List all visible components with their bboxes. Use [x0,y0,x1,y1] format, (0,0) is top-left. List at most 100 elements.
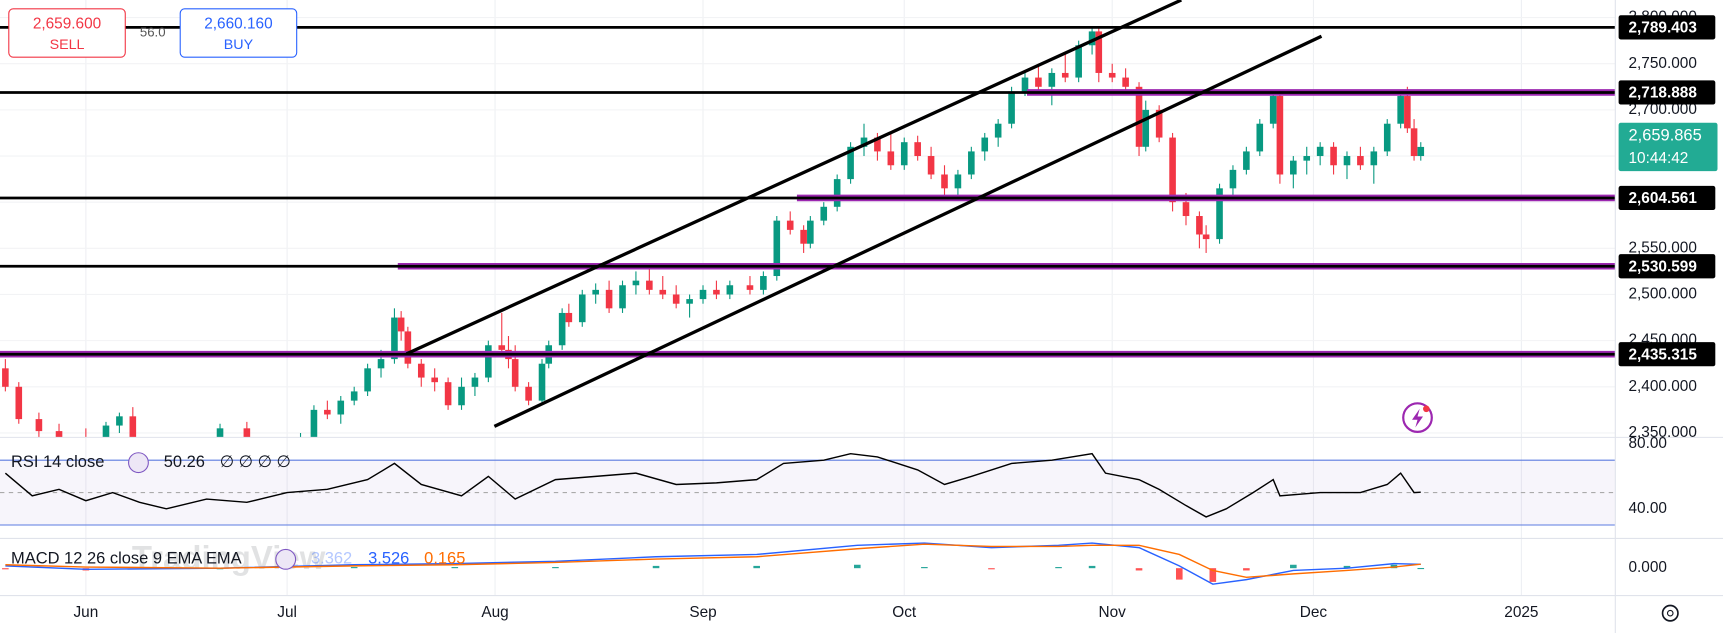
macd-hist-bar [1243,568,1250,571]
x-tick-label: Dec [1300,604,1328,621]
candle-body [337,400,345,415]
candle-body [860,137,868,147]
candle-body [1383,123,1391,152]
candle-body [324,409,331,415]
candle-body [954,174,962,189]
candle-body [1061,72,1069,78]
candle-body [498,345,506,350]
channel-line [405,0,1182,356]
candle-body [116,416,123,426]
spread: 56.0 [140,24,166,39]
candle-body [444,382,452,406]
candle-body [511,359,519,387]
alert-icon[interactable] [1402,402,1433,433]
candle-body [1155,109,1163,138]
settings-icon[interactable] [1661,604,1679,622]
candle-body [1135,86,1143,147]
candle-body [1122,77,1129,87]
rsi-settings-icon[interactable] [128,452,149,474]
candle-body [1142,109,1150,147]
macd-legend: MACD 12 26 close 9 EMA EMA 3.362 3.526 0… [11,548,465,570]
candle-body [485,345,492,378]
candle-body [1404,96,1411,129]
candle-body [981,137,989,152]
y-tick-label: 2,550.000 [1628,239,1696,256]
alert-circle[interactable] [1402,402,1433,433]
candle-body [129,416,137,438]
macd-hist-bar [451,567,459,569]
macd-hist-bar [1417,567,1425,570]
x-tick-label: Sep [689,604,716,621]
candle-body [1303,156,1311,161]
candle-body [216,428,224,438]
macd-hist-bar [2,568,9,570]
candle-body [847,146,854,180]
macd-pane [2,542,1425,585]
macd-hist-bar [853,564,861,569]
sell-price: 2,659.600 [33,15,101,32]
candle-body [968,151,975,175]
candle-body [1370,151,1378,166]
candle-body [417,363,425,378]
buy-button[interactable] [179,8,298,58]
macd-hist-bar [1088,565,1096,569]
sell-button[interactable] [8,8,126,58]
rsi-tick-label: 80.00 [1628,435,1666,452]
candle-body [525,386,532,401]
countdown: 10:44:42 [1628,150,1688,167]
candle-body [800,229,807,244]
gear[interactable] [1661,604,1679,622]
candle-body [874,137,881,152]
x-tick-label: 2025 [1504,604,1538,621]
candle-body [820,206,828,221]
last-price-box [1618,122,1718,172]
candle-body [2,368,9,387]
price-pane [0,0,1616,438]
candle-body [35,419,43,432]
rsi-line [4,452,1421,518]
x-tick-label: Jun [73,604,98,621]
candle-body [1276,96,1284,175]
macd-hist-bar [1055,567,1062,569]
candle-body [1035,77,1042,87]
x-tick-label: Oct [892,604,917,621]
alert-dot [1423,405,1430,413]
candle-body [994,123,1002,138]
candle-body [397,317,405,332]
y-tick-label: 2,350.000 [1628,424,1696,441]
sell-label: SELL [50,37,85,53]
x-tick-label: Aug [481,604,508,621]
level-label: 2,435.315 [1628,346,1697,363]
buy-price: 2,660.160 [204,15,272,32]
candle-body [646,280,653,290]
candle-body [605,289,613,309]
candle-body [1216,188,1223,240]
macd-hist-bar [921,567,928,569]
rsi-name: RSI 14 close [11,453,104,471]
candle-body [1202,234,1210,240]
channel-line [493,34,1323,428]
macd-hist-bar [552,567,559,569]
hist-value: 0.165 [424,550,465,568]
level-label: 2,718.888 [1628,85,1697,102]
candle-body [1169,137,1176,203]
candle-body [1021,77,1029,92]
macd-settings-icon[interactable] [275,548,297,570]
candle-body [565,312,573,323]
candle-body [726,285,734,295]
x-tick-label: Nov [1099,604,1127,621]
rsi-tick-label: 40.00 [1628,500,1666,517]
level-label: 2,604.561 [1628,190,1697,207]
candle-body [699,289,707,300]
macd-hist-bar [1209,568,1217,582]
candle-body [55,431,63,438]
level-label-box [1618,80,1716,105]
candle-body [1290,160,1297,175]
candle-body [760,276,767,290]
candle-body [350,391,358,401]
macd-hist-bar [652,565,660,569]
level-label: 2,789.403 [1628,20,1696,37]
